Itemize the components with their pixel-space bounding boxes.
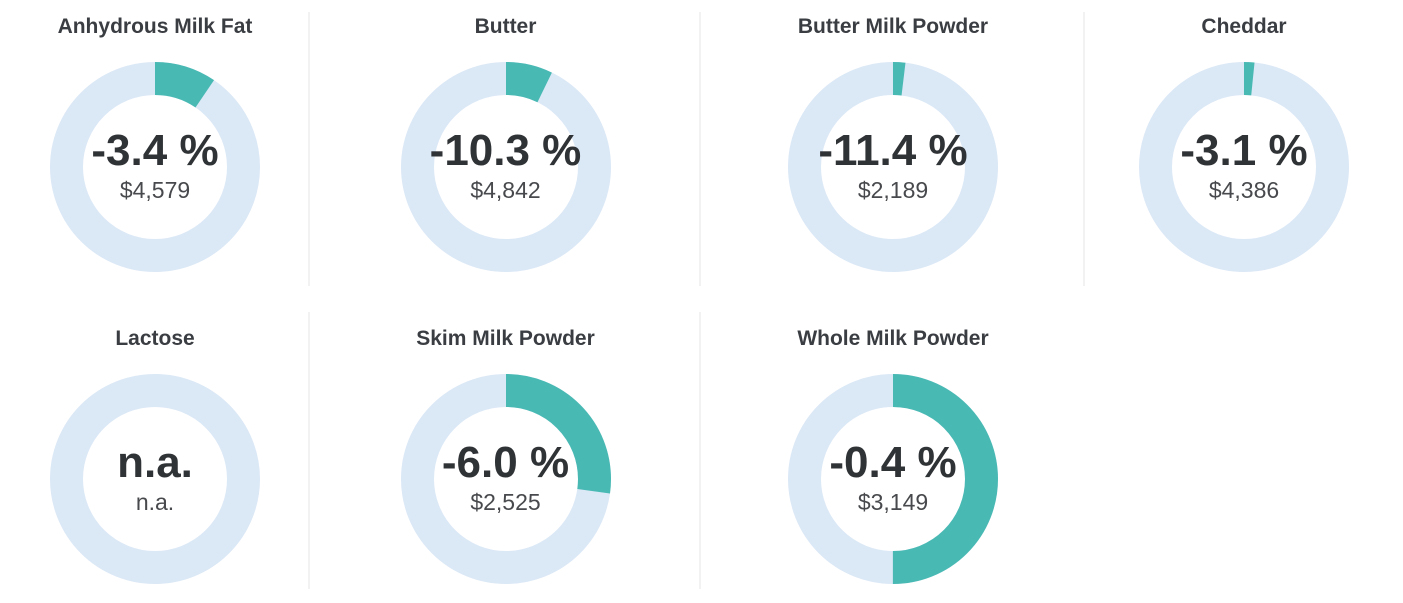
chart-title: Anhydrous Milk Fat [57, 15, 253, 38]
chart-cell: Anhydrous Milk Fat -3.4 % $4,579 [0, 0, 310, 300]
chart-title: Lactose [115, 327, 195, 350]
donut-chart: -3.1 % $4,386 [1139, 62, 1349, 273]
chart-cell: Whole Milk Powder -0.4 % $3,149 [701, 300, 1085, 603]
empty-cell [1085, 300, 1403, 603]
chart-title: Skim Milk Powder [416, 327, 595, 350]
donut-svg [1139, 62, 1349, 273]
donut-chart: -6.0 % $2,525 [400, 374, 611, 585]
donut-svg [400, 62, 611, 273]
chart-title: Butter [474, 15, 537, 38]
donut-svg [788, 374, 998, 585]
donut-chart: -11.4 % $2,189 [788, 62, 998, 273]
chart-cell: Butter Milk Powder -11.4 % $2,189 [701, 0, 1085, 300]
donut-chart: -0.4 % $3,149 [788, 374, 998, 585]
donut-chart: -10.3 % $4,842 [400, 62, 611, 273]
chart-title: Butter Milk Powder [797, 15, 989, 38]
donut-svg [50, 62, 260, 273]
donut-svg [788, 62, 998, 273]
chart-cell: Skim Milk Powder -6.0 % $2,525 [310, 300, 701, 603]
chart-title: Cheddar [1201, 15, 1287, 38]
donut-chart: -3.4 % $4,579 [50, 62, 260, 273]
donut-chart: n.a. n.a. [50, 374, 260, 585]
donut-svg [400, 374, 611, 585]
chart-cell: Lactose n.a. n.a. [0, 300, 310, 603]
chart-cell: Butter -10.3 % $4,842 [310, 0, 701, 300]
chart-title: Whole Milk Powder [797, 327, 989, 350]
donut-svg [50, 374, 260, 585]
chart-cell: Cheddar -3.1 % $4,386 [1085, 0, 1403, 300]
